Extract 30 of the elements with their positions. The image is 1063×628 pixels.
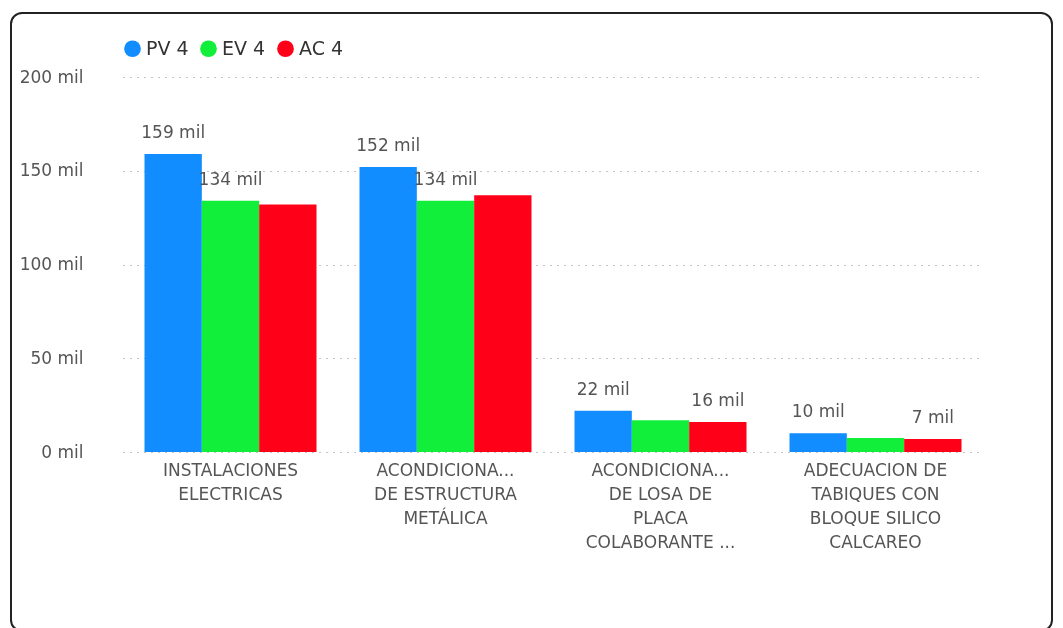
bar <box>789 433 847 452</box>
y-tick-label: 200 mil <box>19 66 84 87</box>
data-label: 22 mil <box>576 378 630 399</box>
y-tick-label: 100 mil <box>19 254 84 274</box>
y-tick-label: 150 mil <box>19 160 84 181</box>
x-tick-label: ACONDICIONA... DE ESTRUCTURA METÁLICA <box>374 459 518 528</box>
data-label: 7 mil <box>911 406 954 427</box>
bar <box>416 200 475 452</box>
x-tick-label: ADECUACION DE TABIQUES CON BLOQUE SILICO CALCAREO <box>803 459 948 552</box>
bar <box>359 167 417 452</box>
bar <box>846 437 905 452</box>
legend-label: AC 4 <box>299 36 344 59</box>
legend-label: PV 4 <box>146 36 189 59</box>
bar <box>689 422 747 452</box>
bar <box>259 204 317 452</box>
x-tick-label: INSTALACIONES ELECTRICAS <box>163 459 298 504</box>
data-label: 152 mil <box>356 135 421 155</box>
data-label: 16 mil <box>691 390 745 410</box>
bar <box>144 153 202 452</box>
bar <box>631 420 690 452</box>
y-tick-label: 0 mil <box>41 441 84 462</box>
x-tick-label: ACONDICIONA... DE LOSA DE PLACA COLABORANTE ... <box>585 459 736 552</box>
bar <box>201 200 260 452</box>
y-tick-label: 50 mil <box>30 347 84 368</box>
bar <box>474 195 532 452</box>
bar <box>574 410 632 452</box>
data-label: 10 mil <box>791 401 845 422</box>
bar <box>904 438 962 452</box>
data-label: 159 mil <box>141 121 206 142</box>
legend-label: EV 4 <box>222 36 266 59</box>
